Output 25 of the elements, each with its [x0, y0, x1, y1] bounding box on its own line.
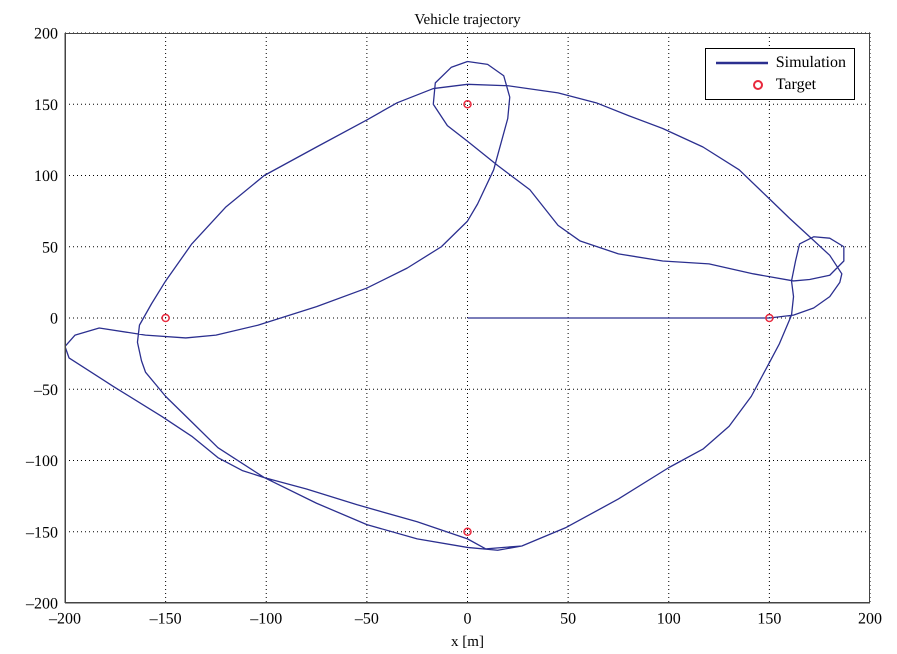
- point: [161, 314, 170, 322]
- point: [463, 100, 472, 108]
- legend-label: Simulation: [776, 54, 846, 72]
- x-tick-label: –150: [148, 610, 182, 628]
- y-tick-label: –50: [33, 382, 58, 399]
- legend-label: Target: [776, 76, 816, 94]
- y-tick-label: 0: [50, 310, 58, 328]
- y-tick-label: 200: [34, 26, 58, 43]
- x-tick-label: 100: [656, 610, 681, 628]
- y-tick-label: –100: [25, 453, 58, 470]
- x-tick-label: –50: [354, 610, 379, 628]
- y-tick-label: 100: [34, 168, 58, 186]
- x-axis-title: x [m]: [451, 634, 484, 650]
- x-tick-label: –100: [249, 610, 282, 628]
- y-tick-label: –200: [25, 596, 58, 613]
- x-tick-label: 0: [464, 610, 472, 628]
- x-tick-label: 200: [858, 610, 882, 628]
- y-tick-label: –150: [25, 524, 58, 542]
- y-tick-label: 50: [42, 239, 58, 256]
- y-tick-label: 150: [34, 96, 58, 114]
- chart-title: Vehicle trajectory: [413, 12, 522, 29]
- x-tick-label: 150: [757, 610, 782, 628]
- point: [463, 528, 472, 536]
- x-tick-label: 50: [560, 610, 576, 628]
- point: [765, 314, 774, 322]
